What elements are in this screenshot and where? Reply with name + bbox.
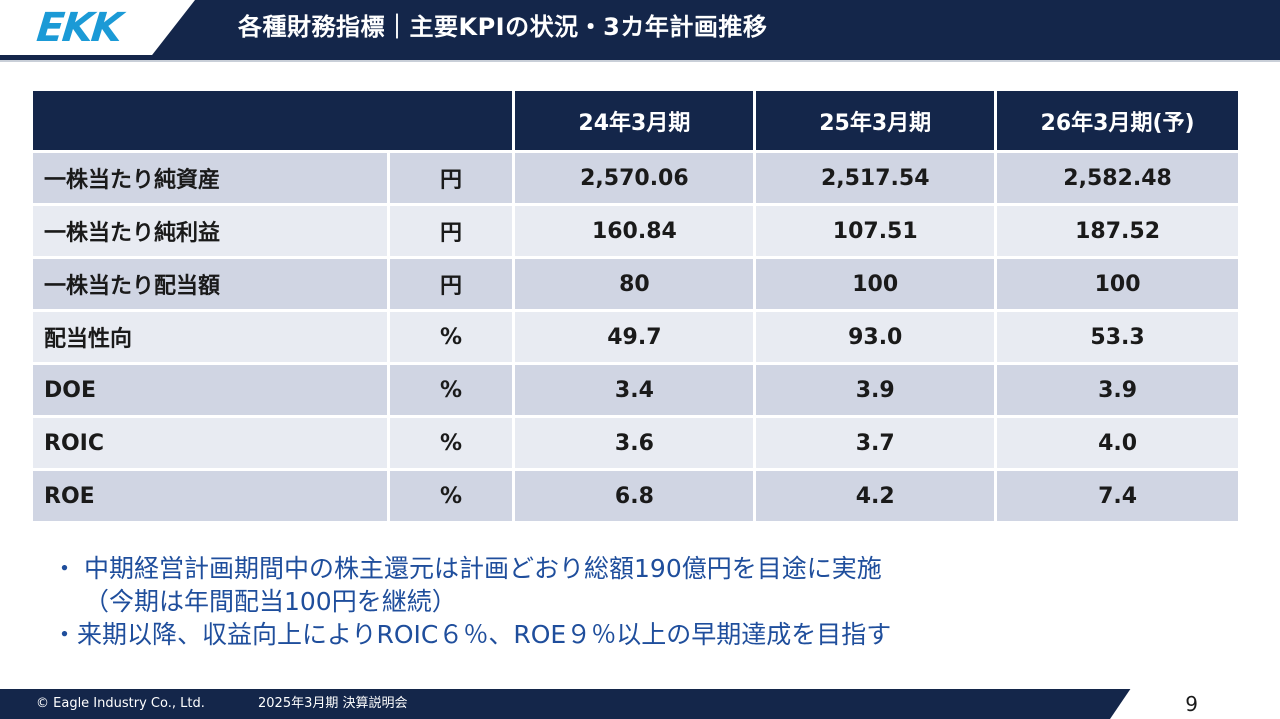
bullet-marker: ・	[52, 554, 78, 583]
row-unit: %	[389, 415, 516, 468]
table-cell: 80	[515, 256, 757, 309]
notes-bullets: ・ 中期経営計画期間中の株主還元は計画どおり総額190億円を目途に実施 （今期は…	[52, 552, 1052, 651]
table-cell: 6.8	[515, 468, 757, 521]
row-label: ROIC	[33, 415, 390, 468]
header-divider	[0, 60, 1280, 62]
table-cell: 3.9	[756, 362, 998, 415]
row-label: 配当性向	[33, 309, 390, 362]
row-unit: 円	[389, 150, 516, 203]
header-blank-cell	[33, 91, 516, 150]
row-unit: %	[389, 468, 516, 521]
table-row: 一株当たり純資産 円 2,570.06 2,517.54 2,582.48	[33, 150, 1238, 203]
page-number-panel: 9	[1110, 689, 1280, 719]
row-label: ROE	[33, 468, 390, 521]
row-unit: %	[389, 362, 516, 415]
page-title: 各種財務指標｜主要KPIの状況・3カ年計画推移	[238, 13, 768, 41]
header-bar: EKK 各種財務指標｜主要KPIの状況・3カ年計画推移	[0, 0, 1280, 60]
column-header: 25年3月期	[756, 91, 998, 150]
footer-bar: © Eagle Industry Co., Ltd. 2025年3月期 決算説明…	[0, 689, 1280, 719]
table-cell: 3.7	[756, 415, 998, 468]
row-label: 一株当たり純資産	[33, 150, 390, 203]
table-cell: 2,517.54	[756, 150, 998, 203]
column-header: 24年3月期	[515, 91, 757, 150]
table-cell: 3.9	[997, 362, 1238, 415]
row-unit: %	[389, 309, 516, 362]
table-cell: 2,570.06	[515, 150, 757, 203]
table-cell: 187.52	[997, 203, 1238, 256]
table-cell: 4.2	[756, 468, 998, 521]
table-cell: 4.0	[997, 415, 1238, 468]
table-row: 配当性向 % 49.7 93.0 53.3	[33, 309, 1238, 362]
table-cell: 7.4	[997, 468, 1238, 521]
table-cell: 49.7	[515, 309, 757, 362]
table-cell: 100	[997, 256, 1238, 309]
event-title: 2025年3月期 決算説明会	[258, 696, 408, 711]
page-number: 9	[1185, 692, 1198, 716]
company-logo: EKK	[34, 5, 123, 51]
kpi-table: 24年3月期 25年3月期 26年3月期(予) 一株当たり純資産 円 2,570…	[33, 91, 1238, 521]
table-cell: 2,582.48	[997, 150, 1238, 203]
table-cell: 107.51	[756, 203, 998, 256]
table-cell: 3.4	[515, 362, 757, 415]
bullet-item: ・ 中期経営計画期間中の株主還元は計画どおり総額190億円を目途に実施	[52, 552, 1052, 585]
row-label: DOE	[33, 362, 390, 415]
table-row: ROE % 6.8 4.2 7.4	[33, 468, 1238, 521]
table-header-row: 24年3月期 25年3月期 26年3月期(予)	[33, 91, 1238, 150]
row-label: 一株当たり純利益	[33, 203, 390, 256]
table-cell: 100	[756, 256, 998, 309]
bullet-subtext: （今期は年間配当100円を継続）	[84, 587, 457, 616]
table-cell: 160.84	[515, 203, 757, 256]
table-cell: 93.0	[756, 309, 998, 362]
table-row: DOE % 3.4 3.9 3.9	[33, 362, 1238, 415]
logo-panel: EKK	[0, 0, 195, 55]
table-cell: 3.6	[515, 415, 757, 468]
table-row: ROIC % 3.6 3.7 4.0	[33, 415, 1238, 468]
table-cell: 53.3	[997, 309, 1238, 362]
table-row: 一株当たり純利益 円 160.84 107.51 187.52	[33, 203, 1238, 256]
copyright-text: © Eagle Industry Co., Ltd.	[36, 696, 205, 711]
row-unit: 円	[389, 203, 516, 256]
bullet-text: 中期経営計画期間中の株主還元は計画どおり総額190億円を目途に実施	[84, 554, 882, 583]
column-header: 26年3月期(予)	[997, 91, 1238, 150]
row-unit: 円	[389, 256, 516, 309]
table-row: 一株当たり配当額 円 80 100 100	[33, 256, 1238, 309]
bullet-item: ・来期以降、収益向上によりROIC６％、ROE９％以上の早期達成を目指す	[52, 620, 892, 649]
row-label: 一株当たり配当額	[33, 256, 390, 309]
